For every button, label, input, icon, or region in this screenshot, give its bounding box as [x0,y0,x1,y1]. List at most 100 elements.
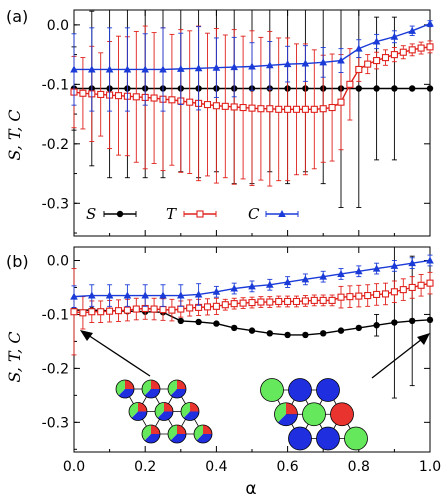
y-tick-label-a: -0.1 [42,77,69,93]
site-outline [141,424,161,444]
data-point [88,308,96,316]
data-point [408,26,416,34]
plot-area-a: 0.0 -0.1 -0.2 -0.3 [42,9,434,237]
panel-a-label: (a) [6,7,28,26]
data-point [310,105,318,113]
site-outline [274,402,298,427]
site-sector [164,402,173,412]
data-point [159,65,167,73]
site-sector [286,402,298,415]
axes-frame-b [73,246,431,453]
site-sector [154,402,164,418]
data-point [417,281,425,289]
lattice-inset-right [260,378,368,451]
data-point [141,65,149,73]
data-point [301,275,310,283]
data-point [105,291,114,299]
site-mixed [115,379,135,399]
y-tick-label-b: -0.3 [42,415,69,431]
site-sector [151,380,160,389]
data-point [186,98,194,106]
data-point [266,298,274,306]
data-point [301,297,309,305]
x-tick-label: 0.6 [276,459,298,475]
data-point [373,322,380,329]
site-green [302,402,326,427]
data-point [301,105,309,113]
site-outline [128,402,148,421]
data-point [248,104,256,112]
data-point [355,44,363,52]
data-point [123,306,131,314]
data-point [319,105,327,113]
site-red [330,402,354,427]
data-point [150,94,158,102]
data-point [283,278,292,286]
data-point [408,283,416,292]
lattice-inset-left [115,379,213,444]
data-point [239,299,247,307]
site-sector [118,389,134,398]
site-sector [125,380,134,389]
data-point [203,303,212,311]
x-tick-label: 0.2 [134,459,156,475]
data-point [79,309,87,317]
data-point [390,32,399,40]
data-point [346,293,354,301]
site-blue [288,378,312,402]
panel-a-ylabel: S, T, C [5,109,24,160]
data-point [275,105,283,113]
data-point [284,297,292,306]
data-point [231,324,238,332]
data-point [390,261,399,269]
data-point [194,64,203,72]
data-point [177,317,184,325]
legend-marker [278,210,286,217]
site-sector [180,402,190,418]
data-point [168,306,176,314]
site-blue [316,378,340,402]
data-point [301,59,310,67]
data-point [426,43,434,51]
data-point [212,302,220,310]
site-sector [116,380,125,396]
legend-label: C [248,205,260,223]
site-sector [203,425,212,435]
data-point [426,19,434,27]
data-point [319,58,327,66]
site-mixed [141,379,161,399]
data-point [426,316,434,324]
series-C-a [70,19,434,112]
x-tick-label: 0.4 [205,459,227,475]
data-point [409,317,416,325]
data-point [337,98,345,106]
data-point [355,324,362,332]
data-point [355,65,363,74]
site-green [344,426,368,451]
data-point [372,264,381,272]
data-point [283,60,292,68]
data-point [88,65,96,73]
x-tick-label: 0.0 [63,459,85,475]
data-point [355,85,362,92]
data-point [194,290,203,298]
data-point [372,37,381,45]
data-point [426,85,434,92]
site-blue [316,426,340,451]
data-point [266,61,274,69]
data-point [70,308,78,316]
data-point [230,63,238,71]
data-point [390,51,398,59]
site-sector [128,402,138,418]
x-tick-label: 0.8 [348,459,370,475]
arrow-right [371,338,423,379]
site-mixed [141,424,161,444]
data-point [426,256,434,264]
data-point [266,330,273,337]
data-point [132,93,140,101]
data-point [381,290,390,298]
site-outline [167,424,187,444]
y-tick-label-b: -0.2 [42,361,69,377]
site-sector [194,425,203,441]
data-point [337,56,345,64]
